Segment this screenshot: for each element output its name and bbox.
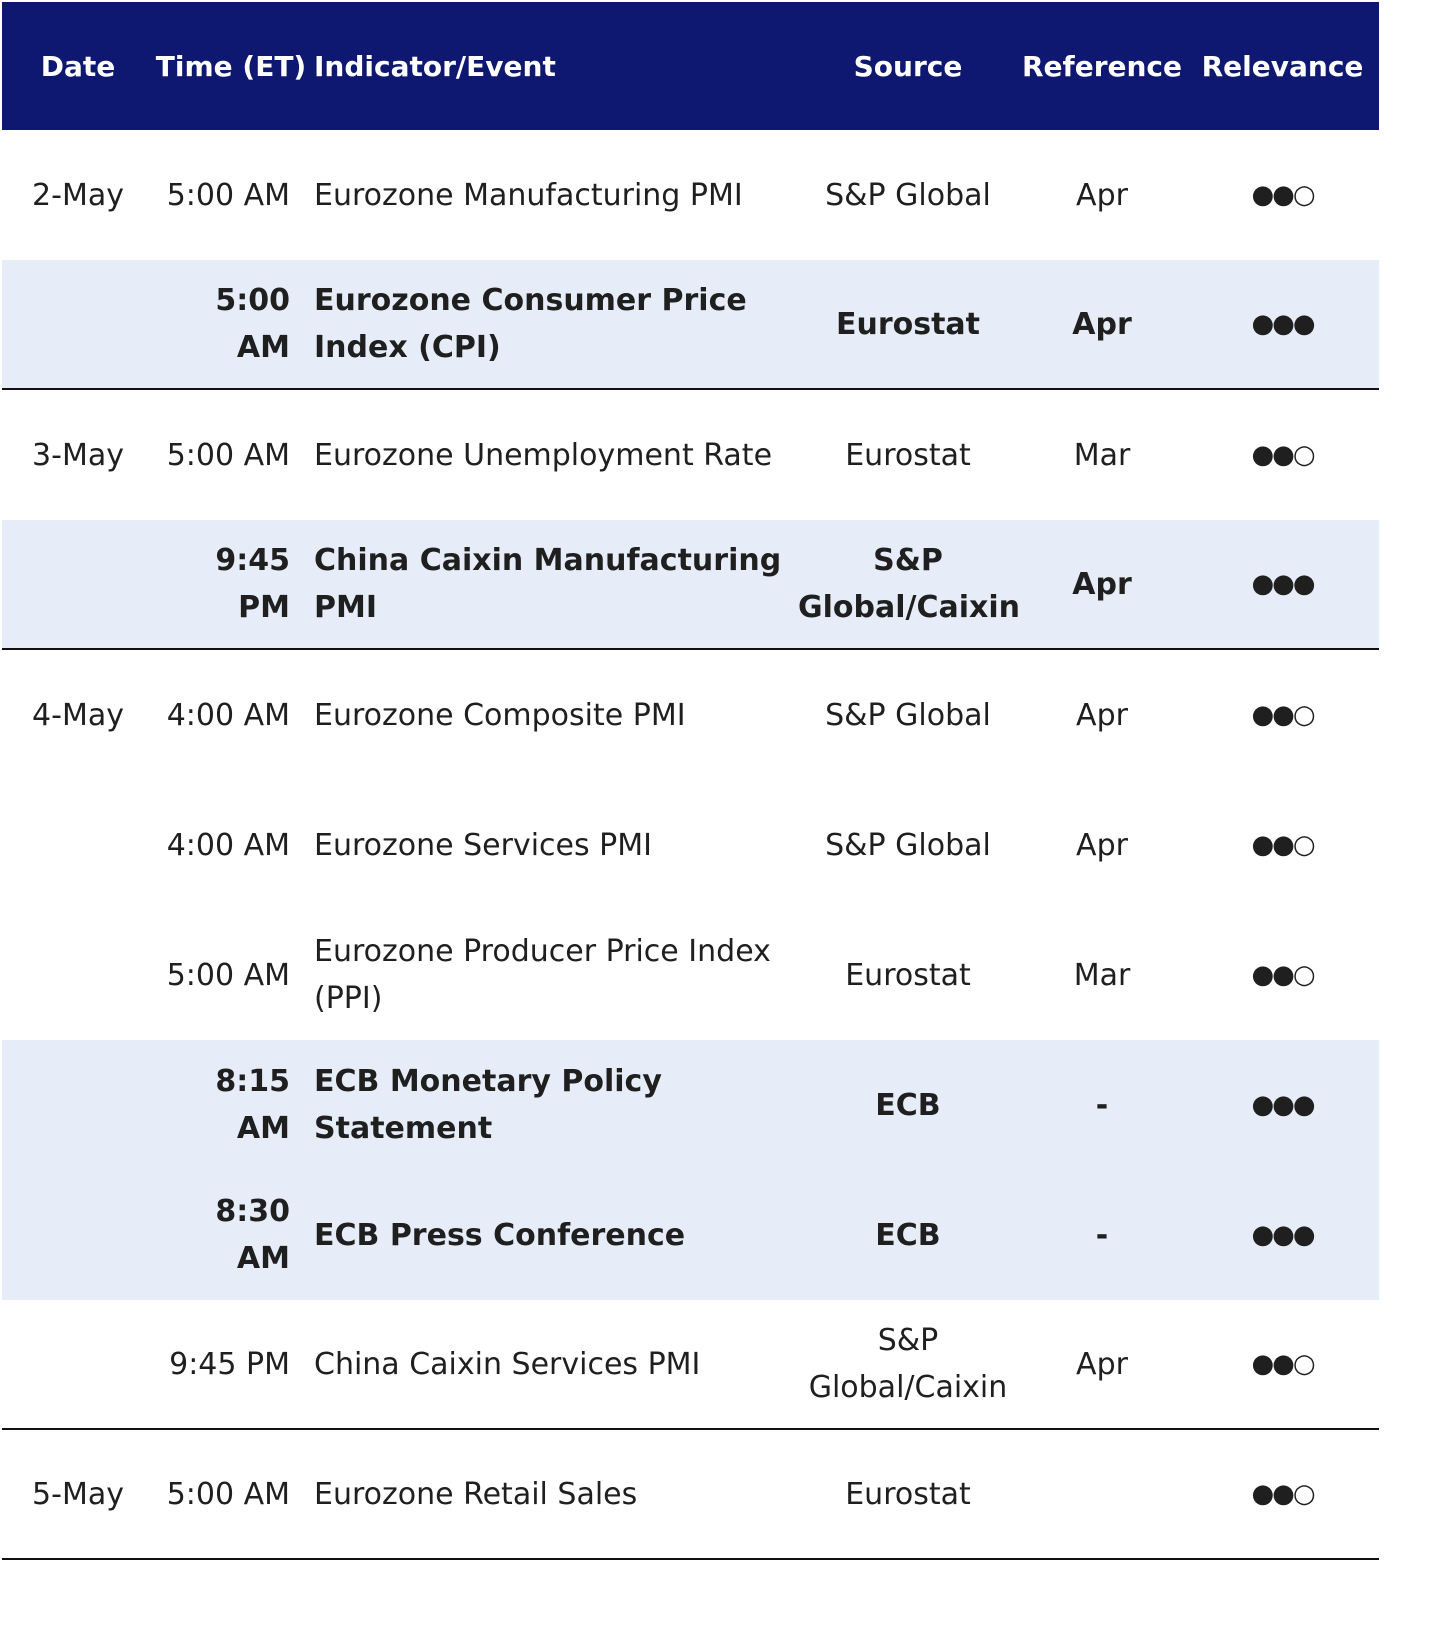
row-indicator: Eurozone Composite PMI	[314, 697, 686, 733]
row-time: 5:00 AM	[166, 437, 290, 473]
row-indicator: Eurozone Services PMI	[314, 827, 652, 863]
row-source: ECB	[875, 1217, 941, 1253]
table-row: 8:30 AM ECB Press Conference ECB - ●●●	[2, 1170, 1379, 1300]
relevance-dots: ●●○	[1251, 699, 1315, 730]
relevance-dots: ●●○	[1251, 179, 1315, 210]
row-indicator: ECB Press Conference	[314, 1217, 686, 1253]
row-source: S&P Global/Caixin	[798, 543, 1021, 625]
row-time: 5:00 AM	[166, 957, 290, 993]
table-row: 8:15 AM ECB Monetary Policy Statement EC…	[2, 1040, 1379, 1170]
header-relevance: Relevance	[1201, 49, 1364, 83]
relevance-dots: ●●○	[1251, 959, 1315, 990]
row-source: Eurostat	[845, 957, 971, 993]
row-source: S&P Global/Caixin	[808, 1323, 1008, 1405]
row-time: 5:00 AM	[215, 283, 290, 365]
relevance-dots: ●●○	[1251, 1348, 1315, 1379]
row-source: Eurostat	[845, 437, 971, 473]
row-time: 9:45 PM	[215, 543, 290, 625]
table-row: 5:00 AM Eurozone Consumer Price Index (C…	[2, 260, 1379, 390]
row-source: Eurostat	[845, 1476, 971, 1512]
row-date: 4-May	[32, 697, 124, 733]
row-reference: Mar	[1073, 957, 1131, 993]
row-time: 5:00 AM	[166, 177, 290, 213]
row-source: Eurostat	[835, 306, 981, 342]
table-row: 2-May 5:00 AM Eurozone Manufacturing PMI…	[2, 130, 1379, 260]
row-reference: Apr	[1076, 827, 1128, 863]
row-reference: Apr	[1076, 697, 1128, 733]
row-reference: -	[1095, 1217, 1109, 1253]
row-time: 5:00 AM	[166, 1476, 290, 1512]
header-date: Date	[40, 49, 116, 83]
relevance-dots: ●●○	[1251, 1478, 1315, 1509]
row-date: 2-May	[32, 177, 124, 213]
economic-calendar-table: Date Time (ET) Indicator/Event Source Re…	[2, 2, 1379, 1560]
row-reference: Apr	[1072, 306, 1132, 342]
row-time: 8:30 AM	[215, 1194, 290, 1276]
row-source: ECB	[875, 1087, 941, 1123]
row-indicator: Eurozone Manufacturing PMI	[314, 177, 743, 213]
header-source: Source	[853, 49, 963, 83]
header-reference: Reference	[1021, 49, 1183, 83]
table-row: 5-May 5:00 AM Eurozone Retail Sales Euro…	[2, 1430, 1379, 1560]
row-source: S&P Global	[825, 827, 991, 863]
row-time: 9:45 PM	[169, 1346, 290, 1382]
table-row: 4-May 4:00 AM Eurozone Composite PMI S&P…	[2, 650, 1379, 780]
table-header: Date Time (ET) Indicator/Event Source Re…	[2, 2, 1379, 130]
row-time: 4:00 AM	[166, 697, 290, 733]
row-indicator: Eurozone Unemployment Rate	[314, 437, 773, 473]
relevance-dots: ●●●	[1251, 1219, 1315, 1250]
row-indicator: China Caixin Services PMI	[314, 1346, 701, 1382]
table-row: 4:00 AM Eurozone Services PMI S&P Global…	[2, 780, 1379, 910]
row-date: 5-May	[32, 1476, 124, 1512]
header-time: Time (ET)	[155, 49, 307, 83]
row-time: 4:00 AM	[166, 827, 290, 863]
relevance-dots: ●●●	[1251, 568, 1315, 599]
table-row: 9:45 PM China Caixin Services PMI S&P Gl…	[2, 1300, 1379, 1430]
relevance-dots: ●●●	[1251, 308, 1315, 339]
row-indicator: Eurozone Consumer Price Index (CPI)	[314, 283, 747, 365]
row-indicator: China Caixin Manufacturing PMI	[314, 543, 782, 625]
row-indicator: Eurozone Retail Sales	[314, 1476, 638, 1512]
row-source: S&P Global	[825, 177, 991, 213]
row-reference: Apr	[1072, 566, 1132, 602]
relevance-dots: ●●○	[1251, 439, 1315, 470]
relevance-dots: ●●○	[1251, 829, 1315, 860]
row-indicator: ECB Monetary Policy Statement	[314, 1064, 662, 1146]
table-row: 5:00 AM Eurozone Producer Price Index (P…	[2, 910, 1379, 1040]
row-reference: Apr	[1076, 177, 1128, 213]
header-indicator: Indicator/Event	[314, 49, 556, 83]
row-reference: Mar	[1073, 437, 1131, 473]
row-reference: -	[1095, 1087, 1109, 1123]
table-row: 9:45 PM China Caixin Manufacturing PMI S…	[2, 520, 1379, 650]
relevance-dots: ●●●	[1251, 1089, 1315, 1120]
row-reference: Apr	[1076, 1346, 1128, 1382]
row-time: 8:15 AM	[215, 1064, 290, 1146]
row-indicator: Eurozone Producer Price Index (PPI)	[314, 934, 771, 1016]
row-source: S&P Global	[825, 697, 991, 733]
table-row: 3-May 5:00 AM Eurozone Unemployment Rate…	[2, 390, 1379, 520]
row-date: 3-May	[32, 437, 124, 473]
